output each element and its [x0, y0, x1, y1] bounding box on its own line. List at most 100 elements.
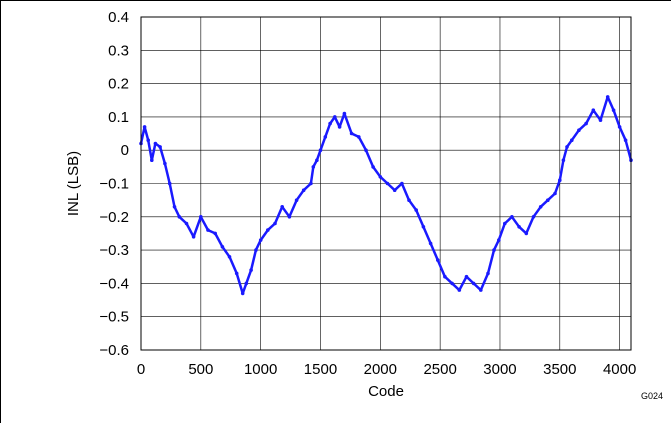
- data-point: [153, 141, 158, 146]
- data-point: [471, 281, 476, 286]
- data-point: [213, 231, 217, 236]
- data-point: [385, 181, 390, 186]
- data-point: [443, 274, 447, 279]
- data-point: [234, 271, 239, 276]
- data-point: [333, 115, 337, 119]
- plot-frame: [140, 16, 632, 351]
- y-tick-label: −0.2: [99, 209, 129, 226]
- data-point: [167, 181, 172, 186]
- x-tick-label: 1500: [304, 361, 337, 378]
- data-point: [220, 245, 225, 249]
- data-point: [158, 145, 162, 149]
- data-point: [400, 181, 404, 186]
- data-point: [561, 158, 566, 162]
- data-point: [337, 125, 342, 129]
- data-point: [309, 181, 313, 186]
- data-point: [254, 248, 258, 252]
- data-point: [479, 288, 483, 292]
- data-point: [273, 221, 277, 226]
- data-point: [177, 215, 182, 219]
- data-point: [598, 118, 603, 122]
- data-point: [421, 225, 426, 229]
- data-point: [206, 228, 210, 232]
- data-point: [538, 205, 543, 209]
- data-point: [301, 188, 306, 192]
- data-point: [364, 148, 368, 152]
- data-point: [414, 208, 419, 212]
- y-tick-label: −0.1: [99, 176, 129, 193]
- data-point: [623, 138, 628, 142]
- data-point: [150, 158, 154, 162]
- x-tick-labels: 0 500 1000 1500 2000 2500 3000 3500 4000: [137, 361, 636, 378]
- data-point: [146, 138, 150, 142]
- data-point: [565, 145, 569, 149]
- data-point: [287, 215, 292, 219]
- data-point: [617, 125, 622, 129]
- data-point: [605, 95, 610, 99]
- data-point: [524, 231, 529, 236]
- data-point: [577, 128, 581, 132]
- data-point: [450, 281, 454, 286]
- data-point: [184, 221, 189, 226]
- data-point: [163, 161, 167, 166]
- data-point: [227, 255, 232, 259]
- y-tick-label: −0.5: [99, 309, 129, 326]
- data-point: [249, 268, 253, 272]
- y-tick-labels: 0.4 0.3 0.2 0.1 0 −0.1 −0.2 −0.3 −0.4 −0.5 −0.6: [99, 9, 129, 359]
- y-tick-label: 0.1: [108, 109, 129, 126]
- data-point: [558, 178, 562, 182]
- data-point: [457, 288, 462, 292]
- data-point: [318, 148, 323, 152]
- y-tick-label: −0.3: [99, 242, 129, 259]
- data-point: [553, 191, 557, 196]
- x-tick-label: 3500: [543, 361, 576, 378]
- x-tick-label: 4000: [603, 361, 636, 378]
- data-point: [611, 108, 616, 112]
- data-point: [371, 165, 375, 169]
- data-point: [492, 248, 496, 252]
- data-point: [584, 121, 588, 126]
- x-tick-label: 2500: [423, 361, 456, 378]
- data-point: [172, 205, 177, 209]
- y-tick-label: −0.4: [99, 275, 129, 292]
- y-tick-label: 0.3: [108, 42, 129, 59]
- x-tick-label: 3000: [483, 361, 516, 378]
- data-point: [244, 281, 249, 286]
- x-tick-label: 1000: [244, 361, 277, 378]
- data-point: [191, 235, 196, 239]
- data-point: [328, 121, 332, 126]
- data-point: [392, 188, 397, 192]
- data-point: [486, 271, 490, 276]
- data-point: [464, 274, 469, 279]
- y-tick-label: 0.2: [108, 76, 129, 93]
- x-tick-label: 2000: [364, 361, 397, 378]
- figure-id-label: G024: [641, 391, 663, 401]
- data-point: [407, 198, 411, 202]
- data-point: [258, 238, 263, 242]
- data-point: [570, 138, 574, 142]
- data-point: [294, 198, 299, 202]
- data-point: [436, 258, 440, 262]
- data-point: [342, 111, 347, 116]
- data-point: [323, 135, 328, 139]
- data-point: [428, 241, 433, 246]
- data-point: [378, 175, 383, 179]
- data-point: [349, 131, 354, 136]
- data-point: [142, 125, 147, 129]
- series-layer: [139, 95, 633, 296]
- data-point: [531, 215, 536, 219]
- y-axis-title: INL (LSB): [65, 151, 82, 216]
- data-point: [240, 291, 245, 296]
- data-point: [510, 215, 514, 219]
- grid: [140, 16, 631, 351]
- x-axis-title: Code: [368, 383, 404, 400]
- y-tick-label: 0.4: [108, 9, 129, 26]
- data-point: [266, 228, 270, 232]
- data-point: [280, 205, 285, 209]
- data-point: [311, 165, 316, 169]
- data-point: [591, 108, 596, 112]
- data-point: [357, 135, 361, 139]
- data-point: [315, 158, 319, 162]
